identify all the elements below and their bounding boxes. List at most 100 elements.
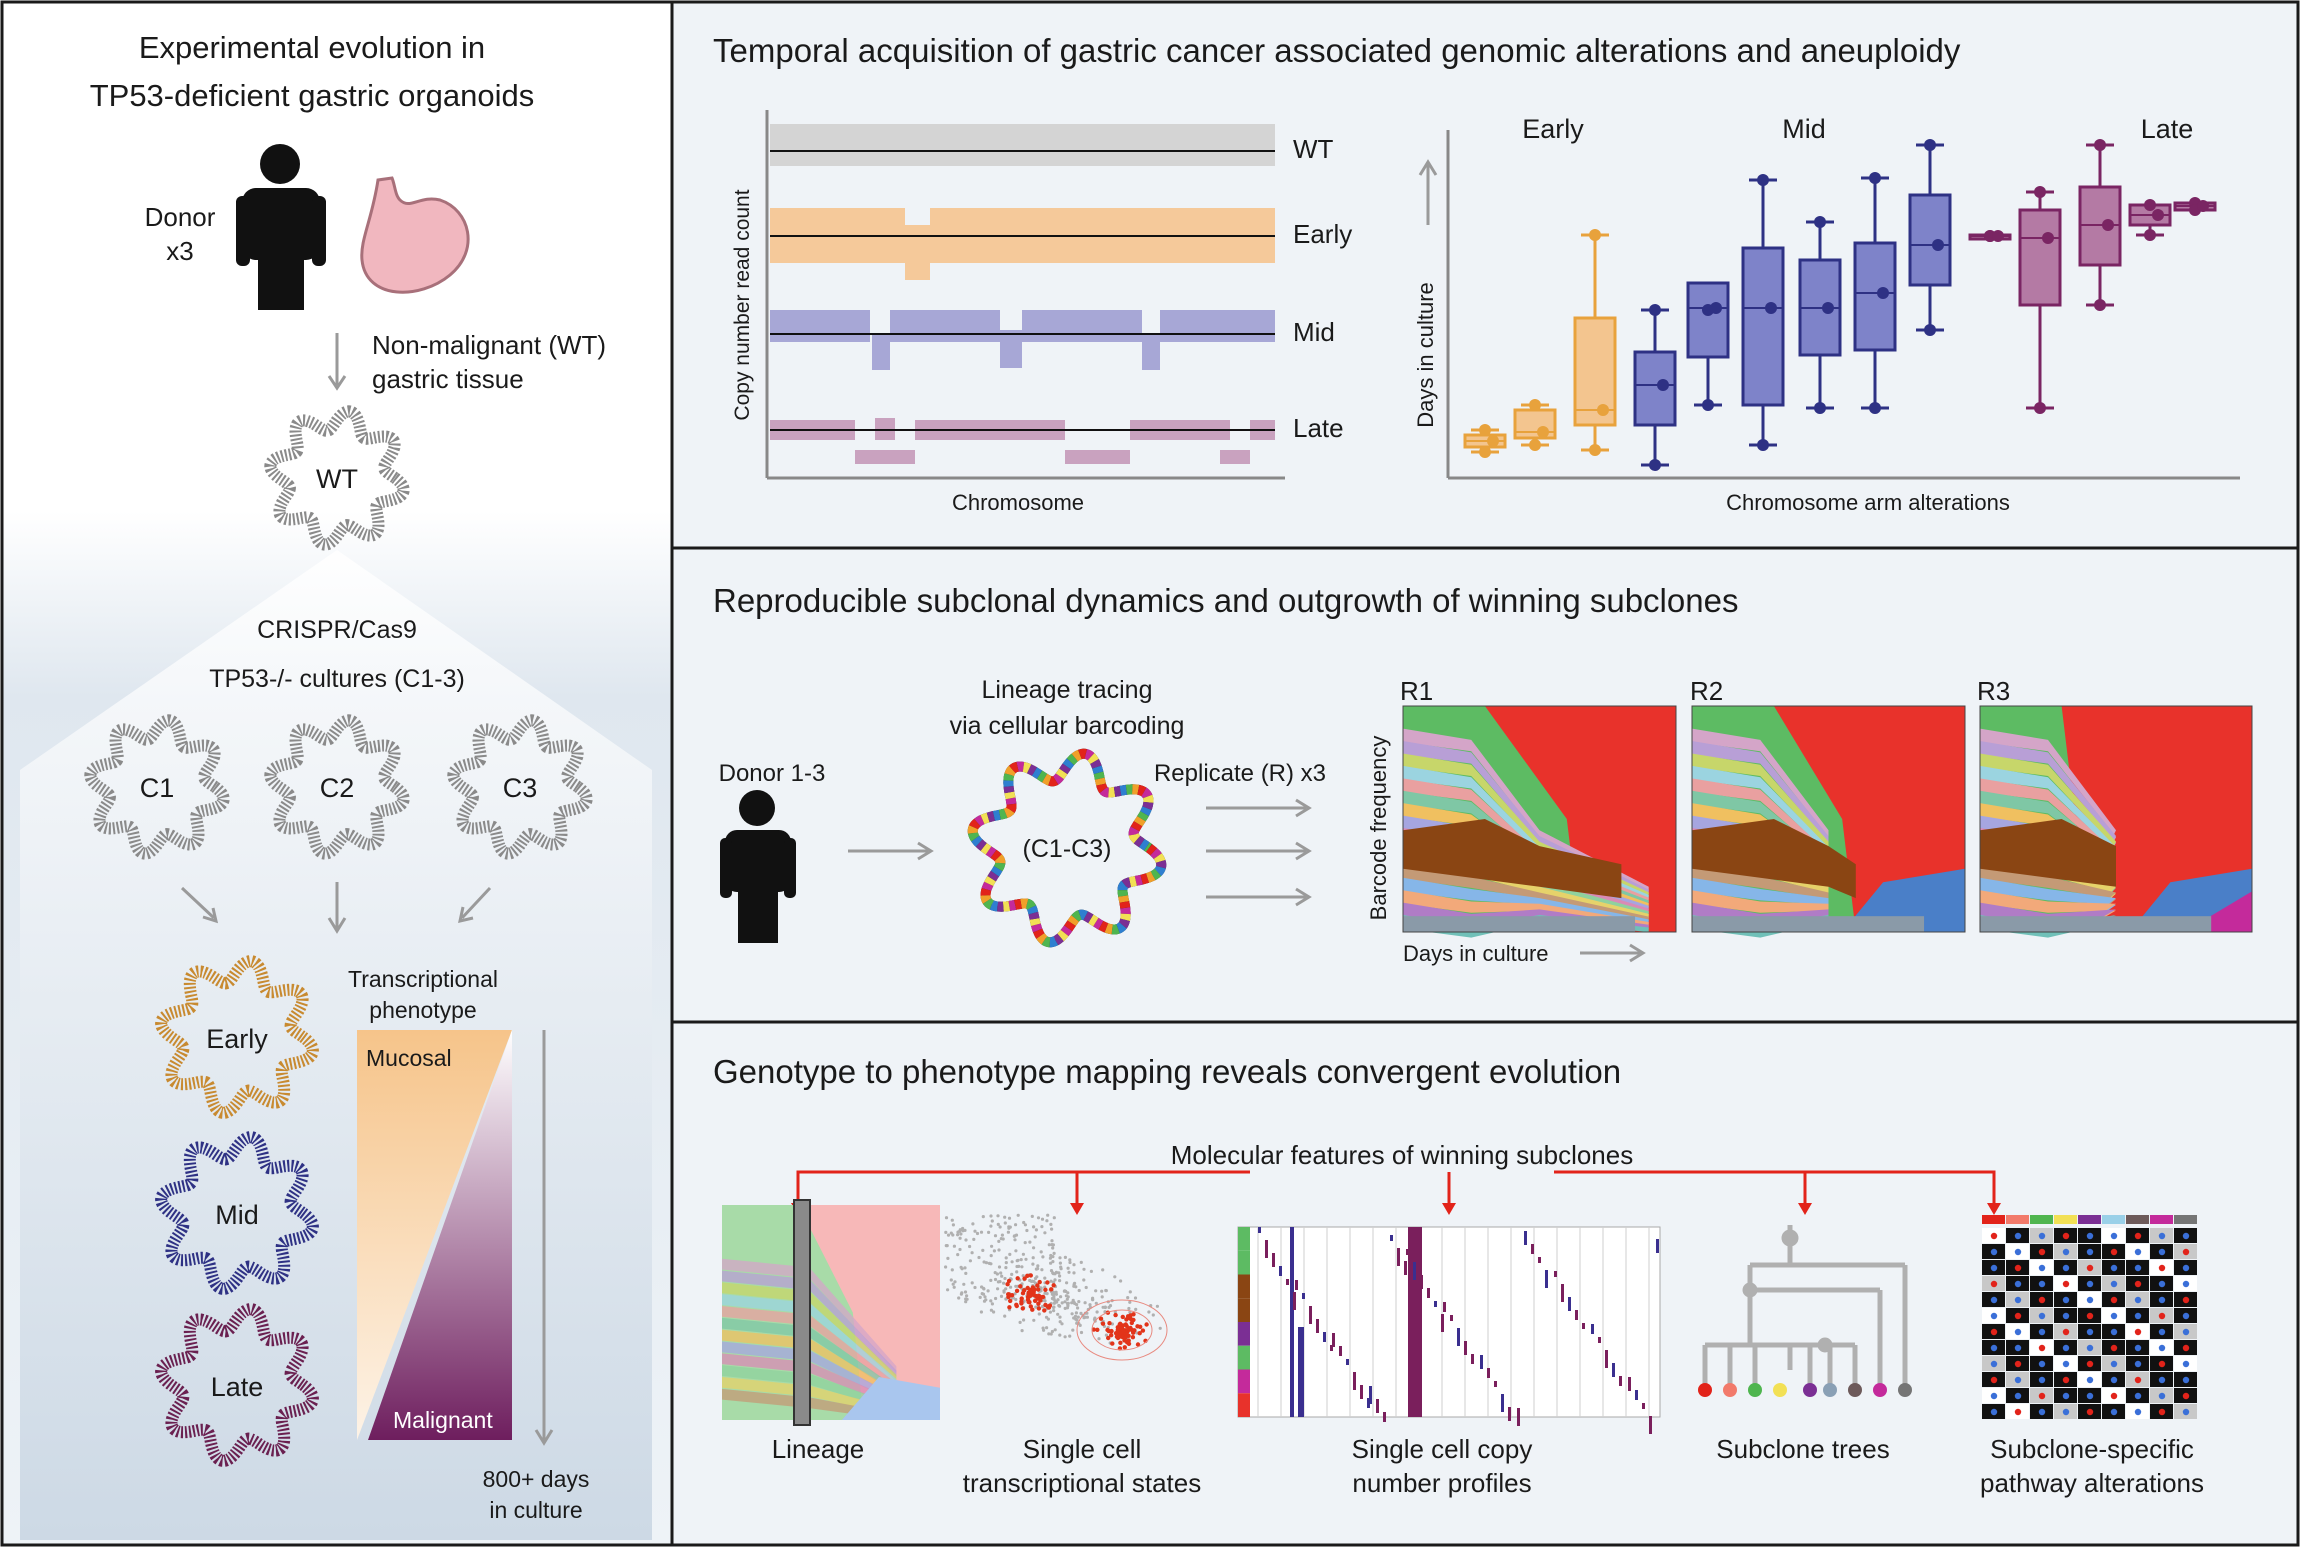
lineage-thumbnail — [722, 1199, 940, 1426]
cultures-label: TP53-/- cultures (C1-3) — [209, 665, 465, 693]
arm-box — [2018, 186, 2062, 414]
panel-genomic-title: Temporal acquisition of gastric cancer a… — [713, 32, 1961, 69]
arm-box — [1573, 229, 1617, 456]
tissue-label-line1: Non-malignant (WT) — [372, 330, 606, 360]
muller-clone-band — [1980, 890, 2116, 927]
muller-clone-band — [1692, 790, 1829, 905]
mucosal-label: Mucosal — [366, 1045, 452, 1071]
culture-c1-label: C1 — [140, 773, 175, 803]
cn-ylabel: Copy number read count — [731, 189, 754, 420]
caption-pathway-line2: pathway alterations — [1980, 1468, 2204, 1498]
days-up-arrow-icon — [1418, 159, 1438, 225]
muller-clone-band — [1403, 753, 1649, 897]
arm-box — [1513, 399, 1557, 451]
muller-clone-band — [1692, 902, 1829, 930]
donor-person-icon — [236, 144, 326, 310]
copy-number-plot: Copy number read count Chromosome — [731, 110, 1352, 515]
muller-clone-band — [1980, 765, 2116, 900]
replicate-r2-label: R2 — [1690, 676, 1723, 706]
donor-person-icon-2 — [720, 790, 796, 943]
caption-transcriptional-line1: Single cell — [1023, 1434, 1142, 1464]
stage-mid-label: Mid — [215, 1200, 259, 1230]
arm-box — [1853, 172, 1897, 414]
donor-label-line1: Donor — [145, 202, 216, 232]
barcode-xaxis-arrow-icon — [1580, 943, 1646, 963]
left-title-line1: Experimental evolution in — [139, 30, 485, 65]
arm-box — [1741, 174, 1785, 451]
crispr-label: CRISPR/Cas9 — [257, 616, 417, 644]
subclone-tree-thumbnail — [1698, 1225, 1912, 1397]
stomach-icon — [360, 176, 470, 294]
donor-1-3-label: Donor 1-3 — [719, 760, 826, 787]
arm-box — [1798, 216, 1842, 414]
box-ylabel: Days in culture — [1413, 282, 1438, 428]
panel-subclonal-title: Reproducible subclonal dynamics and outg… — [713, 582, 1738, 619]
panel-subclonal: Reproducible subclonal dynamics and outg… — [670, 546, 2300, 1024]
cn-track-early — [770, 208, 1275, 280]
muller-clone-band — [1980, 877, 2116, 924]
cn-track-mid — [770, 310, 1275, 370]
arrow-down-icon — [327, 333, 347, 391]
cn-track-label-early: Early — [1293, 219, 1352, 249]
muller-clone-band — [1980, 778, 2116, 903]
barcode-stripe — [967, 748, 1167, 948]
muller-clone-band — [1692, 890, 1829, 927]
muller-clone-band — [1980, 790, 2116, 905]
left-title-line2: TP53-deficient gastric organoids — [90, 78, 535, 113]
tracing-label-line2: via cellular barcoding — [950, 712, 1185, 740]
stage-early-label: Early — [206, 1024, 268, 1054]
cn-xlabel: Chromosome — [952, 490, 1084, 515]
muller-clone-band — [1403, 865, 1649, 922]
umap-thumbnail — [944, 1213, 1168, 1361]
panel-mapping: Genotype to phenotype mapping reveals co… — [670, 1020, 2300, 1547]
muller-grey-clone — [1980, 916, 2212, 932]
cn-track-late — [770, 418, 1275, 464]
cn-track-label-late: Late — [1293, 413, 1344, 443]
features-label: Molecular features of winning subclones — [1171, 1140, 1633, 1170]
malignant-wedge — [368, 1030, 512, 1440]
cn-track-label-mid: Mid — [1293, 317, 1335, 347]
muller-frame — [1402, 705, 1677, 933]
muller-plot-r1 — [1402, 705, 1677, 938]
muller-clone-band — [1403, 741, 1649, 895]
box-group-late: Late — [2141, 114, 2194, 144]
tissue-label-line2: gastric tissue — [372, 364, 524, 394]
muller-frame — [1979, 705, 2253, 933]
muller-clone-band — [1403, 765, 1649, 900]
tracing-label-line1: Lineage tracing — [982, 676, 1153, 704]
caption-trees-line1: Subclone trees — [1716, 1434, 1889, 1464]
stage-late-label: Late — [211, 1372, 264, 1402]
copy-number-heatmap-thumbnail — [1237, 1226, 1661, 1434]
barcode-stripe — [967, 748, 1167, 948]
box-group-early: Early — [1522, 114, 1584, 144]
arm-box — [1908, 139, 1952, 336]
arm-box — [1633, 304, 1677, 471]
muller-frame — [1691, 705, 1966, 933]
cn-track-wt — [770, 124, 1275, 166]
muller-grey-clone — [1403, 916, 1636, 932]
culture-arrows — [180, 882, 492, 934]
wt-organoid-icon — [264, 405, 410, 551]
c1-organoid-icon — [84, 714, 230, 860]
left-panel: Experimental evolution in TP53-deficient… — [0, 0, 674, 1547]
panel-genomic: Temporal acquisition of gastric cancer a… — [670, 0, 2300, 550]
malignant-label: Malignant — [393, 1407, 493, 1433]
arm-box — [1463, 424, 1507, 458]
caption-copy-number-line1: Single cell copy — [1352, 1434, 1533, 1464]
arm-boxplot: Days in culture Chromosome arm alteratio… — [1413, 114, 2240, 515]
replicate-arrows-icon — [1206, 798, 1312, 907]
muller-clone-band — [1692, 877, 1829, 924]
caption-copy-number-line2: number profiles — [1352, 1468, 1531, 1498]
replicate-label: Replicate (R) x3 — [1154, 760, 1326, 787]
muller-plot-r3 — [1979, 705, 2253, 938]
red-branch-arrows-icon — [791, 1170, 2001, 1215]
donor-label-line2: x3 — [166, 236, 193, 266]
barcode-ylabel: Barcode frequency — [1366, 736, 1391, 921]
box-group-mid: Mid — [1782, 114, 1826, 144]
muller-clone-band — [1980, 753, 2116, 897]
muller-clone-band — [1980, 902, 2116, 930]
c3-organoid-icon — [447, 714, 593, 860]
muller-brown-clone — [1403, 819, 1622, 899]
cn-track-label-wt: WT — [1293, 134, 1334, 164]
